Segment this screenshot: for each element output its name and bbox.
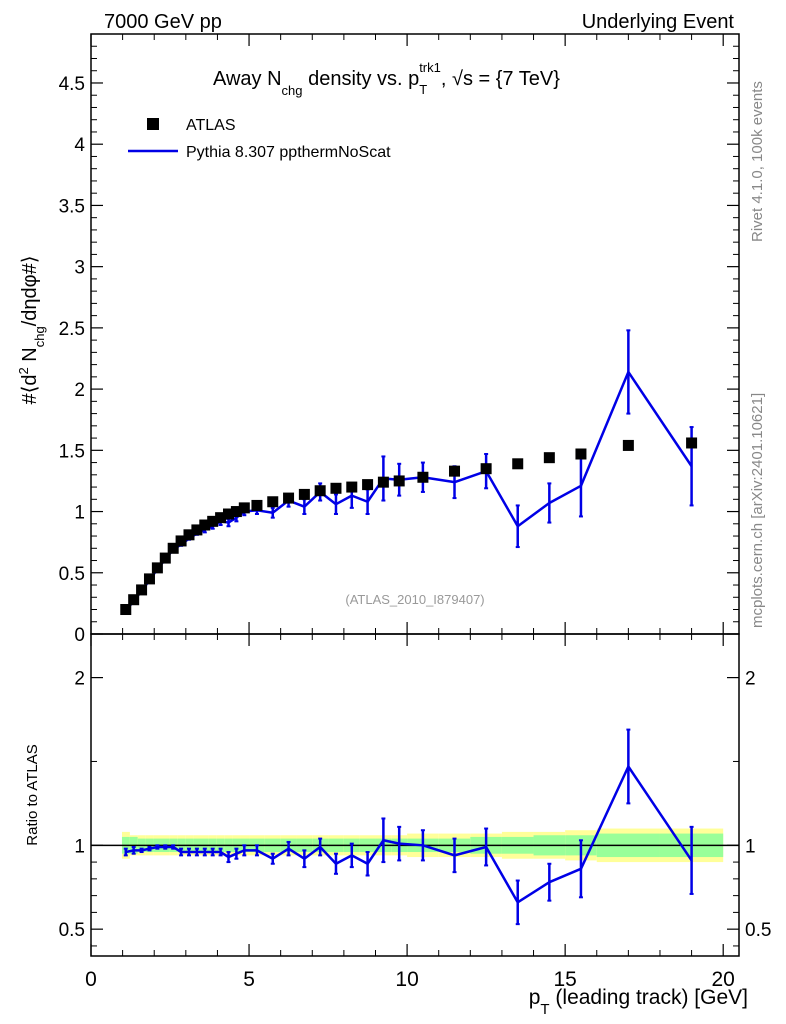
ratio-y-tick-label: 2 xyxy=(74,669,85,690)
data-point xyxy=(298,488,310,500)
data-point xyxy=(283,492,295,504)
data-point xyxy=(159,552,171,564)
data-point xyxy=(128,594,140,606)
ratio-y-tick-label-right: 2 xyxy=(745,669,756,690)
data-point xyxy=(151,562,163,574)
header-left: 7000 GeV pp xyxy=(104,11,222,33)
x-tick-label: 0 xyxy=(85,968,97,991)
analysis-watermark: (ATLAS_2010_I879407) xyxy=(345,592,484,607)
data-point xyxy=(512,458,524,470)
data-point xyxy=(120,604,132,616)
data-point xyxy=(167,542,179,554)
ratio-y-tick-label-right: 0.5 xyxy=(745,920,771,941)
data-point xyxy=(191,524,203,536)
data-point xyxy=(543,452,555,464)
y-tick-label: 1 xyxy=(74,503,85,524)
mc-line xyxy=(124,370,693,612)
data-point xyxy=(207,515,219,527)
x-tick-label: 5 xyxy=(243,968,255,991)
side-label-rivet: Rivet 4.1.0, 100k events xyxy=(749,81,766,242)
y-tick-label: 0.5 xyxy=(59,564,85,585)
ratio-axes-ticks: 0 5 10 15 20 0.5 0.5 1 1 2 2 xyxy=(59,634,771,991)
data-point xyxy=(199,519,211,531)
data-point xyxy=(267,496,279,508)
ratio-line xyxy=(125,765,693,904)
legend-data-marker xyxy=(147,118,159,130)
side-label-mcplots: mcplots.cern.ch [arXiv:2401.10621] xyxy=(749,393,766,628)
x-tick-label: 10 xyxy=(395,968,418,991)
data-point xyxy=(417,471,429,483)
x-tick-label: 20 xyxy=(712,968,735,991)
header-right: Underlying Event xyxy=(582,11,735,33)
x-tick-label: 15 xyxy=(553,968,576,991)
y-tick-label: 4 xyxy=(74,135,85,156)
ratio-y-tick-label: 0.5 xyxy=(59,920,85,941)
y-tick-label: 0 xyxy=(74,625,85,646)
legend-mc-label: Pythia 8.307 ppthermNoScat xyxy=(186,144,391,161)
y-tick-label: 1.5 xyxy=(59,441,85,462)
ratio-series xyxy=(123,728,694,926)
y-tick-label: 2 xyxy=(74,380,85,401)
data-point xyxy=(136,584,148,596)
data-point xyxy=(686,437,698,449)
data-point xyxy=(480,463,492,475)
mc-series xyxy=(123,329,694,613)
data-point xyxy=(622,439,634,451)
chart-title: Away Nchg density vs. pTtrk1, √s = {7 Te… xyxy=(213,60,560,98)
ratio-frame xyxy=(90,633,740,957)
x-axis-label: pT (leading track) [GeV] xyxy=(529,986,748,1018)
y-tick-label: 2.5 xyxy=(59,319,85,340)
data-point xyxy=(143,573,155,585)
data-point xyxy=(346,481,358,493)
ratio-y-tick-label: 1 xyxy=(74,836,85,857)
legend-data-label: ATLAS xyxy=(186,117,236,134)
y-tick-label: 4.5 xyxy=(59,74,85,95)
data-point xyxy=(449,465,461,477)
data-point xyxy=(223,508,235,520)
ratio-y-axis-label: Ratio to ATLAS xyxy=(24,744,41,845)
y-axis-label: #⟨d2 Nchg/dηdφ#⟩ xyxy=(16,255,47,404)
data-point xyxy=(183,529,195,541)
y-tick-label: 3 xyxy=(74,258,85,279)
data-point xyxy=(238,502,250,514)
data-point xyxy=(314,485,326,497)
data-point xyxy=(230,506,242,518)
data-point xyxy=(377,476,389,488)
data-point xyxy=(175,535,187,547)
data-point xyxy=(362,479,374,491)
data-point xyxy=(575,448,587,460)
data-point xyxy=(330,482,342,494)
ratio-y-tick-label-right: 1 xyxy=(745,836,756,857)
data-series xyxy=(120,437,698,616)
data-point xyxy=(393,475,405,487)
y-tick-label: 3.5 xyxy=(59,196,85,217)
data-point xyxy=(215,512,227,524)
data-point xyxy=(251,499,263,511)
